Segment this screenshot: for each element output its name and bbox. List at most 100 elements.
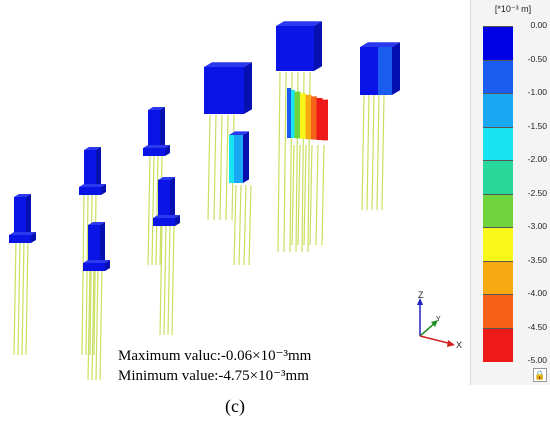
legend-label: -1.50 <box>527 120 547 131</box>
pier-cap-3-stem-side <box>100 222 105 263</box>
legend-swatch <box>483 260 513 295</box>
pier-cap-1-base-top <box>9 232 36 235</box>
axis-z-arrow <box>417 298 423 305</box>
pier-cap-1-stem-top <box>14 194 31 197</box>
legend-label: -3.50 <box>527 254 547 265</box>
legend-swatch <box>483 26 513 61</box>
color-legend: [*10⁻³ m] 0.00 -0.50 -1.00 -1.50 -2.00 -2.50 -… <box>470 0 550 385</box>
displacement-strip <box>294 91 301 139</box>
legend-label: -3.00 <box>527 221 547 231</box>
pier-cap-1-stem-front <box>14 197 26 235</box>
pile <box>243 184 247 266</box>
column-light-edge <box>229 135 234 183</box>
pier-cap-5-stem-side <box>170 177 175 218</box>
pile <box>171 224 175 336</box>
pile <box>238 184 242 266</box>
pile <box>147 154 151 266</box>
pile <box>371 94 375 211</box>
legend-swatch <box>483 227 513 262</box>
legend-swatch <box>483 126 513 161</box>
pier-cap-5-base-side <box>175 215 180 226</box>
legend-label: -5.00 <box>527 355 547 365</box>
pier-cap-4-stem-top <box>148 107 165 110</box>
pile <box>91 267 95 381</box>
pile <box>159 224 163 336</box>
pile <box>283 71 287 253</box>
legend-swatch <box>483 93 513 128</box>
model-viewport[interactable]: Z Y X Maximum valuc:-0.06×10⁻³mm Minimum… <box>0 0 470 385</box>
displacement-strip <box>322 99 328 141</box>
pier-cap-5-stem-front <box>158 180 170 218</box>
pier-cap-2-base-top <box>79 184 106 187</box>
pile <box>303 144 307 246</box>
pile <box>85 194 89 356</box>
pier-cap-4-stem-side <box>160 107 165 148</box>
pile <box>321 144 325 246</box>
pile-cap-a-top <box>204 62 252 67</box>
legend-swatch <box>483 59 513 94</box>
displacement-strip <box>316 98 323 140</box>
pile <box>13 239 17 356</box>
pile-cap-b-side <box>314 21 322 71</box>
pile <box>309 144 313 246</box>
pile <box>99 267 103 381</box>
pile <box>95 267 99 381</box>
pier-cap-4-base-front <box>143 148 165 156</box>
pile <box>87 267 91 381</box>
pile <box>81 194 85 356</box>
pier-cap-4-stem-front <box>148 110 160 148</box>
pier-cap-3-base-top <box>83 260 110 263</box>
legend-label: -4.50 <box>527 321 547 332</box>
pier-cap-5-stem-top <box>158 177 175 180</box>
legend-swatch <box>483 160 513 195</box>
axis-x-arrow <box>447 340 455 347</box>
legend-swatch <box>483 327 513 362</box>
legend-label: -4.00 <box>527 288 547 298</box>
legend-label: -2.00 <box>527 154 547 164</box>
pile <box>315 144 319 246</box>
pier-cap-1-stem-side <box>26 194 31 235</box>
pile <box>277 71 281 253</box>
pile <box>89 194 93 356</box>
pile-cap-c-side <box>392 42 400 95</box>
pier-cap-3-stem-front <box>88 225 100 263</box>
displacement-strip-edge <box>287 88 291 138</box>
pile-cap-c-gradient <box>378 47 392 95</box>
pile <box>291 144 295 246</box>
lock-icon[interactable]: 🔒 <box>533 368 547 382</box>
minimum-value-text: Minimum value:-4.75×10⁻³mm <box>118 368 309 384</box>
legend-swatch <box>483 193 513 228</box>
legend-swatch <box>483 294 513 329</box>
displacement-strip <box>289 90 295 138</box>
pile <box>155 154 159 266</box>
legend-label: -1.00 <box>527 87 547 97</box>
pier-cap-2-base-side <box>101 184 106 195</box>
displacement-strip <box>311 96 317 140</box>
pile <box>21 239 25 356</box>
pile <box>167 224 171 336</box>
column-light-top <box>229 131 249 135</box>
legend-unit-label: [*10⁻³ m] <box>494 4 532 14</box>
axis-y-arrow <box>431 320 438 327</box>
displacement-strip <box>305 94 312 140</box>
displacement-strip <box>300 93 306 139</box>
pile <box>361 94 365 211</box>
pile <box>376 94 380 211</box>
pier-cap-5-base-front <box>153 218 175 226</box>
pile-cap-c-top <box>360 42 400 47</box>
pile-cap-b-front <box>276 26 314 71</box>
pier-cap-3-stem-top <box>88 222 105 225</box>
pier-cap-3-base-front <box>83 263 105 271</box>
pile <box>93 194 97 356</box>
pier-cap-2-stem-front <box>84 150 96 187</box>
pier-cap-4-base-top <box>143 145 170 148</box>
legend-label: 0.00 <box>530 20 547 30</box>
pile <box>207 114 211 221</box>
pile-cap-a-side <box>244 62 252 114</box>
pile <box>297 144 301 246</box>
pier-cap-2-base-front <box>79 187 101 195</box>
maximum-value-text: Maximum valuc:-0.06×10⁻³mm <box>118 348 312 364</box>
pile <box>381 94 385 211</box>
pile <box>25 239 29 356</box>
pier-cap-1-base-side <box>31 232 36 243</box>
